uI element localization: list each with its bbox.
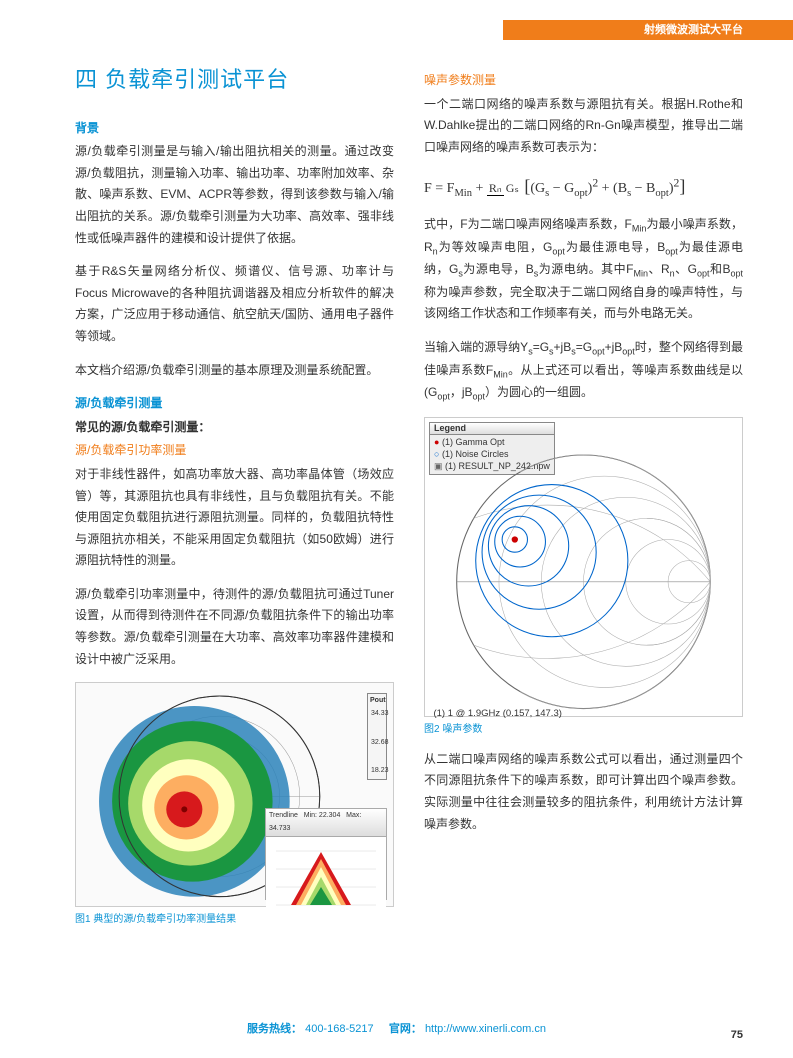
content-columns: 四 负载牵引测试平台 背景 源/负载牵引测量是与输入/输出阻抗相关的测量。通过改… [75,60,743,939]
figure-2: Legend ● (1) Gamma Opt ○ (1) Noise Circl… [424,417,743,717]
scale-title: Pout [370,695,384,708]
page-number: 75 [731,1026,743,1046]
footer: 服务热线： 400-168-5217 官网： http://www.xinerl… [0,1020,793,1040]
para-bg1: 源/负载牵引测量是与输入/输出阻抗相关的测量。通过改变源/负载阻抗，测量输入功率… [75,141,394,249]
hotline-label: 服务热线： [247,1023,302,1035]
heading-common: 常见的源/负载牵引测量： [75,417,394,439]
heading-pull: 源/负载牵引测量 [75,393,394,415]
site-url: http://www.xinerli.com.cn [425,1023,546,1035]
fig2-footer-text: (1) 1 @ 1.9GHz (0.157, 147.3) [433,708,561,719]
para-n3: 当输入端的源导纳Ys=Gs+jBs=Gopt+jBopt时，整个网络得到最佳噪声… [424,337,743,405]
left-column: 四 负载牵引测试平台 背景 源/负载牵引测量是与输入/输出阻抗相关的测量。通过改… [75,60,394,939]
hotline-number: 400-168-5217 [305,1023,374,1035]
heading-noise: 噪声参数测量 [424,70,743,92]
heat-scale: Pout 34.33 32.68 18.23 [367,693,387,803]
para-bg2: 基于R&S矢量网络分析仪、频谱仪、信号源、功率计与Focus Microwave… [75,261,394,347]
para-bg3: 本文档介绍源/负载牵引测量的基本原理及测量系统配置。 [75,360,394,382]
heading-power: 源/负载牵引功率测量 [75,440,394,462]
heading-background: 背景 [75,118,394,140]
para-pw1: 对于非线性器件，如高功率放大器、高功率晶体管（场效应管）等，其源阻抗也具有非线性… [75,464,394,572]
para-n2: 式中，F为二端口噪声网络噪声系数，FMin为最小噪声系数，Rn为等效噪声电阻，G… [424,214,743,325]
inset-plot: Trendline Min: 22.304 Max: 34.733 [265,808,387,900]
page-title: 四 负载牵引测试平台 [75,60,394,100]
site-label: 官网： [389,1023,422,1035]
right-column: 噪声参数测量 一个二端口网络的噪声系数与源阻抗有关。根据H.Rothe和W.Da… [424,60,743,939]
smith-noise-svg: (1) 1 @ 1.9GHz (0.157, 147.3) [425,418,742,724]
page: 射频微波测试大平台 四 负载牵引测试平台 背景 源/负载牵引测量是与输入/输出阻… [0,0,793,1058]
figure-1: Pout 34.33 32.68 18.23 Trendline [75,682,394,907]
para-n4: 从二端口噪声网络的噪声系数公式可以看出，通过测量四个不同源阻抗条件下的噪声系数，… [424,749,743,835]
para-n1: 一个二端口网络的噪声系数与源阻抗有关。根据H.Rothe和W.Dahlke提出的… [424,94,743,159]
para-pw2: 源/负载牵引功率测量中，待测件的源/负载阻抗可通过Tuner设置，从而得到待测件… [75,584,394,670]
header-banner: 射频微波测试大平台 [503,20,793,40]
noise-formula: F = FMin + RₙGₛ [(Gs − Gopt)2 + (Bs − Bo… [424,170,743,204]
